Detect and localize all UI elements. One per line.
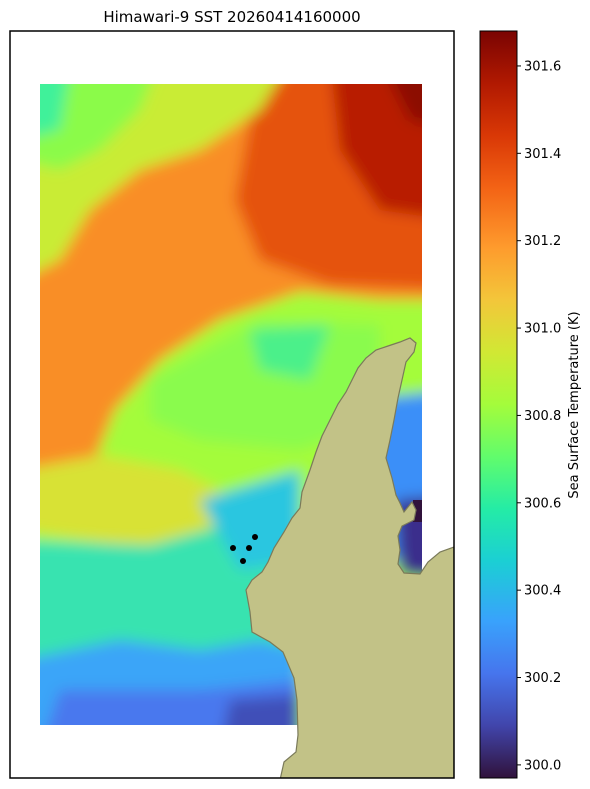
colorbar-tick-label: 301.2 [524,234,561,249]
marker-point [240,558,246,564]
colorbar-tick-label: 301.6 [524,59,561,74]
observation-markers [230,534,258,564]
colorbar-tick-label: 300.0 [524,758,561,773]
colorbar-tick-label: 301.4 [524,147,561,162]
marker-point [246,545,252,551]
marker-point [252,534,258,540]
colorbar-tick-label: 300.2 [524,671,561,686]
colorbar-tick-label: 300.8 [524,409,561,424]
land-mass [245,337,454,778]
marker-point [230,545,236,551]
colorbar-ticks: 300.0 300.2 300.4 300.6 300.8 301.0 301.2 301.4… [517,59,561,773]
colorbar-frame [479,30,518,779]
colorbar-tick-label: 300.4 [524,584,561,599]
map-frame [9,30,455,779]
colorbar: 300.0 300.2 300.4 300.6 300.8 301.0 301.2 301.4… [479,30,582,779]
chart-title: Himawari-9 SST 20260414160000 [103,8,361,26]
colorbar-label: Sea Surface Temperature (K) [567,311,582,498]
colorbar-tick-label: 300.6 [524,496,561,511]
colorbar-tick-label: 301.0 [524,322,561,337]
colorbar-gradient [480,31,517,778]
